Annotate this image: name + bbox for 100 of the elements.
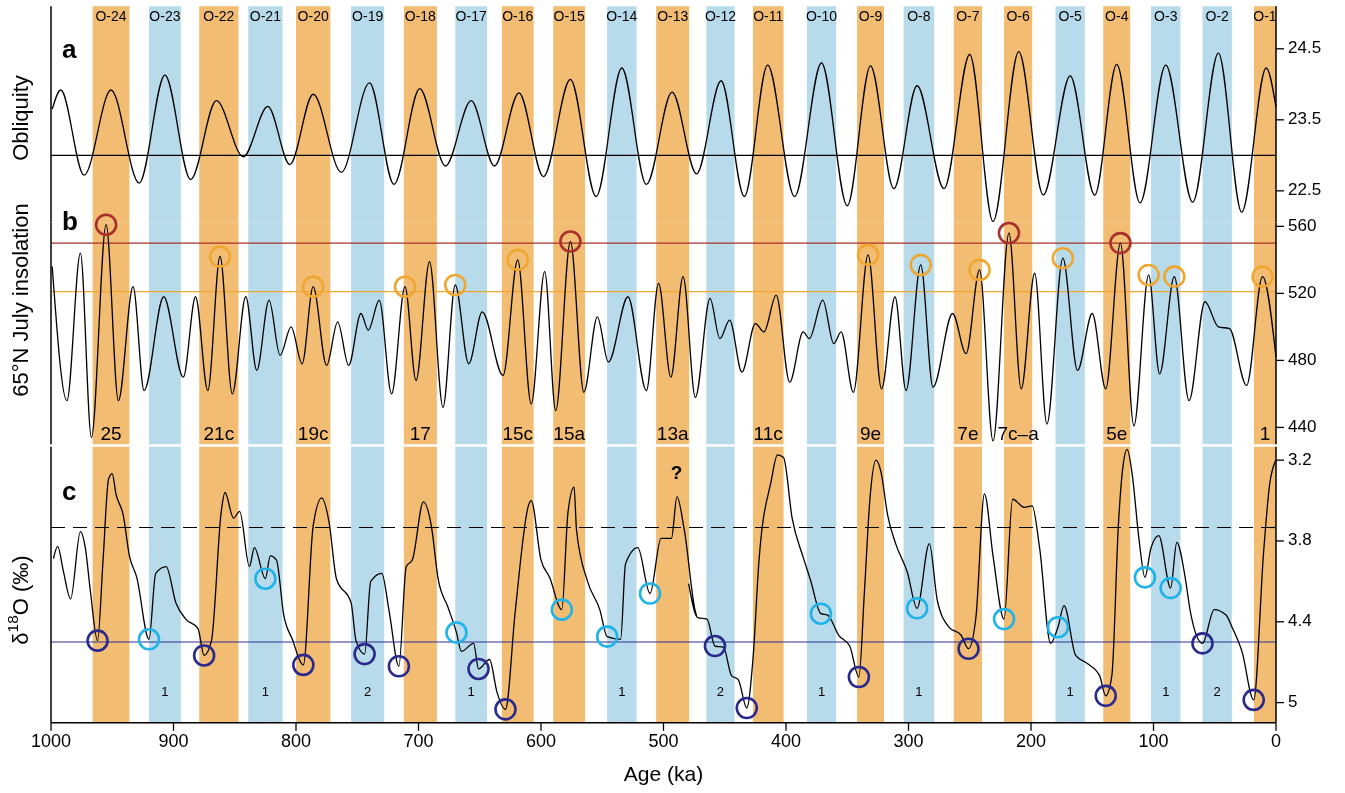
y-tick-label: 560 (1288, 215, 1317, 235)
band-label: 11c (753, 423, 783, 445)
point (353, 642, 376, 666)
point (137, 628, 161, 651)
x-tick-label: 300 (893, 730, 924, 751)
band-label: O-2 (1205, 7, 1230, 24)
point (905, 597, 929, 620)
band-label: O-4 (1105, 7, 1129, 24)
band-label: 21c (203, 423, 235, 445)
band-label: 5e (1106, 423, 1128, 445)
point (856, 243, 880, 267)
annotation: b (62, 206, 78, 236)
point (735, 696, 759, 720)
band-label: 2 (364, 684, 372, 700)
band-label: O-23 (149, 7, 181, 24)
point (1094, 684, 1118, 708)
point (506, 248, 530, 272)
point (1137, 263, 1160, 287)
annotation: ? (670, 461, 683, 483)
point (467, 657, 490, 681)
point (192, 644, 216, 667)
band-label: 2 (716, 684, 725, 700)
band-label: O-16 (502, 7, 534, 24)
point (445, 621, 468, 644)
band-label: O-15 (553, 7, 585, 24)
x-tick-label: 600 (525, 730, 557, 751)
band-label: O-5 (1058, 7, 1083, 24)
band-label: 1 (261, 684, 269, 700)
band-label: O-20 (297, 7, 329, 24)
band-label: 7e (957, 423, 979, 445)
x-tick-label: 0 (1270, 730, 1282, 751)
point (1163, 265, 1186, 288)
y-tick-label: 480 (1288, 349, 1317, 369)
band-label: O-17 (455, 7, 487, 24)
band-label: O-3 (1154, 7, 1178, 24)
band-label: 1 (1066, 684, 1074, 700)
band-label: O-6 (1006, 7, 1031, 24)
band-label: 1 (467, 684, 475, 700)
band-label: O-22 (203, 7, 235, 24)
band-label: O-14 (606, 7, 638, 24)
point (301, 275, 325, 298)
band-label: 1 (1162, 684, 1170, 700)
point (387, 654, 411, 678)
band-label: 1 (915, 684, 923, 700)
band-label: O-12 (704, 7, 737, 24)
point (997, 221, 1021, 245)
band-label: 9e (859, 423, 882, 445)
point (393, 275, 417, 298)
point (847, 665, 871, 689)
y-tick-label: 24.5 (1288, 38, 1322, 58)
point (94, 213, 118, 236)
y-axis-title: 65°N July insolation (7, 203, 33, 397)
band-label: O-7 (956, 7, 980, 24)
x-tick-label: 200 (1015, 730, 1047, 751)
x-tick-label: 400 (770, 730, 802, 751)
point (494, 698, 517, 721)
y-tick-label: 22.5 (1288, 180, 1322, 200)
band-label: O-8 (907, 7, 931, 24)
annotation: a (62, 34, 77, 64)
point (1242, 688, 1265, 712)
band-label: 1 (618, 684, 626, 700)
band-label: 2 (1213, 684, 1221, 700)
band-label: 1 (817, 684, 826, 700)
point (957, 637, 980, 661)
point (1251, 265, 1274, 288)
x-tick-label: 1000 (30, 730, 72, 751)
x-tick-label: 800 (280, 730, 312, 751)
point (1051, 246, 1075, 270)
band-label: 19c (297, 423, 329, 445)
x-tick-label: 500 (648, 730, 679, 751)
point (703, 634, 727, 658)
point (443, 273, 467, 297)
point (1159, 576, 1182, 600)
point (1191, 632, 1214, 655)
x-tick-label: 700 (403, 730, 434, 751)
band-label: O-24 (95, 7, 127, 24)
band-label: 1 (161, 684, 169, 700)
band-label: O-19 (352, 7, 384, 24)
y-tick-label: 440 (1288, 416, 1317, 436)
point (1109, 231, 1132, 255)
annotation: c (62, 476, 77, 506)
point (638, 582, 662, 605)
band-label: O-18 (404, 7, 437, 24)
band-label: O-13 (657, 7, 689, 24)
y-axis-title: Obliquity (7, 75, 33, 161)
point (1046, 615, 1070, 639)
y-tick-label: 5 (1288, 692, 1298, 712)
point (86, 629, 109, 652)
x-tick-label: 100 (1138, 730, 1169, 751)
x-axis-title: Age (ka) (623, 762, 704, 785)
point (909, 253, 933, 277)
band-label: 13a (656, 423, 689, 445)
point (292, 653, 315, 677)
band-label: O-10 (805, 7, 838, 24)
band-label: O-11 (753, 7, 784, 24)
point (1133, 566, 1157, 589)
y-tick-label: 3.2 (1288, 449, 1312, 469)
y-tick-label: 520 (1288, 282, 1317, 302)
band-label: 1 (1259, 423, 1271, 445)
point (968, 258, 991, 282)
